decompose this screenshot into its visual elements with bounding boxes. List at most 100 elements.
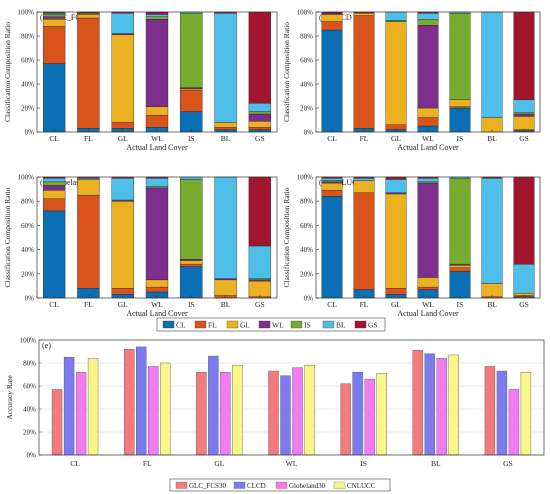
bar-segment-GS-WL: [513, 113, 535, 117]
x-tick-label: BL: [221, 300, 231, 309]
bar-segment-WL-WL: [417, 25, 439, 109]
legend-label-CLCD: CLCD: [247, 482, 266, 490]
bar-segment-CL-CL: [42, 63, 66, 133]
chart-title: (a) GLC_FCS30: [40, 13, 93, 22]
y-tick-label: 20%: [23, 429, 36, 437]
bar-segment-GS-GS: [248, 176, 272, 247]
y-tick-label: 100%: [18, 174, 35, 182]
bar-segment-FL-FL: [77, 194, 100, 289]
legend-label-Globeland30: Globeland30: [289, 482, 326, 490]
bar-segment-GS-BL: [513, 263, 535, 294]
x-tick-label: CL: [327, 300, 337, 309]
x-tick-label: FL: [360, 134, 369, 143]
legend-label-CNLUCC: CNLUCC: [347, 482, 376, 490]
bar-segment-BL-BL: [214, 176, 237, 279]
bar-segment-IS-CL: [180, 111, 203, 133]
x-tick-label: BL: [221, 134, 231, 143]
bar-segment-IS-IS: [180, 12, 203, 88]
legend-label-FL: FL: [208, 321, 217, 330]
bar-segment-GS-GS: [248, 11, 272, 104]
legend-swatch-GLC_FCS30: [175, 481, 188, 489]
bar-segment-WL-IS: [145, 16, 169, 20]
x-tick-label: WL: [151, 300, 163, 309]
bar-segment-CL-WL: [42, 185, 66, 191]
y-tick-label: 40%: [300, 246, 313, 254]
bar-segment-BL-GL: [214, 122, 237, 128]
x-tick-label: GS: [519, 134, 529, 143]
bar-segment-GL-BL: [385, 179, 407, 193]
bar-segment-CL-IS: [42, 181, 66, 186]
bar-segment-CL-WL: [42, 16, 66, 20]
legend-swatch-CL: [162, 320, 175, 329]
x-tick-label: GS: [519, 300, 529, 309]
y-tick-label: 60%: [21, 57, 34, 65]
x-axis-label: Actual Land Cover: [397, 143, 459, 152]
bar-BL-CLCD: [424, 353, 435, 456]
bar-segment-FL-FL: [353, 192, 375, 290]
bar-segment-CL-CL: [321, 29, 343, 133]
bar-segment-CL-CL: [321, 196, 343, 299]
bar-segment-IS-GL: [449, 99, 471, 107]
legend-box: [156, 317, 386, 332]
bar-segment-GL-FL: [385, 288, 407, 295]
bar-GS-Globeland30: [508, 389, 520, 456]
y-tick-label: 40%: [21, 246, 34, 254]
bar-GL-CNLUCC: [232, 365, 243, 456]
x-tick-label: GL: [118, 134, 128, 143]
y-tick-label: 100%: [297, 174, 314, 182]
bar-segment-CL-FL: [42, 26, 66, 64]
bar-BL-CNLUCC: [448, 354, 459, 456]
bar-CL-CLCD: [63, 357, 75, 456]
bar-segment-IS-IS: [180, 179, 203, 260]
y-axis-label: Classification Composition Ratio: [3, 187, 12, 287]
x-tick-label: IS: [457, 300, 464, 309]
bar-segment-FL-FL: [77, 17, 100, 129]
x-tick-label: GL: [214, 459, 224, 468]
bar-segment-CL-FL: [321, 21, 343, 31]
bar-segment-WL-BL: [417, 12, 439, 20]
y-tick-label: 0%: [25, 295, 35, 303]
bar-segment-WL-WL: [145, 187, 169, 281]
bar-IS-CLCD: [352, 372, 363, 456]
legend-swatch-IS: [290, 320, 303, 329]
bar-segment-WL-WL: [145, 19, 169, 107]
x-tick-label: FL: [84, 134, 93, 143]
bar-IS-Globeland30: [364, 378, 375, 456]
y-axis-label: Accuracy Rate: [5, 375, 14, 420]
legend-label-GS: GS: [368, 321, 378, 330]
bar-segment-CL-IS: [42, 14, 66, 17]
bar-segment-WL-IS: [417, 19, 439, 26]
bar-segment-BL-GL: [481, 283, 503, 297]
y-axis-label: Classification Composition Ratio: [282, 22, 291, 122]
legend-swatch-FL: [194, 320, 207, 329]
legend-swatch-GL: [226, 320, 239, 329]
bar-segment-IS-CL: [449, 107, 471, 133]
bar-BL-GLC_FCS30: [412, 350, 423, 456]
chart-2: 0% 20% 40% 60% 80% 100% Classification Composi…: [3, 174, 278, 318]
y-tick-label: 40%: [21, 81, 34, 89]
bar-segment-WL-FL: [145, 286, 169, 293]
y-tick-label: 0%: [25, 129, 35, 137]
x-tick-label: FL: [84, 300, 93, 309]
bar-segment-CL-FL: [321, 190, 343, 197]
bar-segment-IS-BL: [180, 176, 203, 180]
chart-title: (c) Globeland30: [40, 178, 92, 187]
legend-swatch-BL: [322, 320, 335, 329]
bar-BL-Globeland30: [436, 358, 447, 456]
bar-segment-BL-GL: [214, 279, 237, 296]
x-tick-label: GS: [255, 134, 265, 143]
chart-title: (e): [42, 341, 51, 350]
chart-4: 0% 20% 40% 60% 80% 100% Accuracy Rate (e) CL FL GL…: [5, 337, 545, 468]
chart-0: 0% 20% 40% 60% 80% 100% Classification Composi…: [3, 9, 278, 152]
plot-frame: [315, 11, 541, 133]
bar-segment-CL-BL: [42, 178, 66, 183]
bar-WL-CNLUCC: [304, 365, 315, 456]
bar-segment-GL-BL: [385, 11, 407, 21]
bar-GL-GLC_FCS30: [196, 372, 207, 456]
bar-segment-CL-BL: [321, 178, 343, 181]
bar-WL-GLC_FCS30: [268, 370, 279, 456]
bar-segment-FL-BL: [353, 178, 375, 181]
x-tick-label: GS: [255, 300, 265, 309]
y-tick-label: 0%: [27, 452, 37, 460]
